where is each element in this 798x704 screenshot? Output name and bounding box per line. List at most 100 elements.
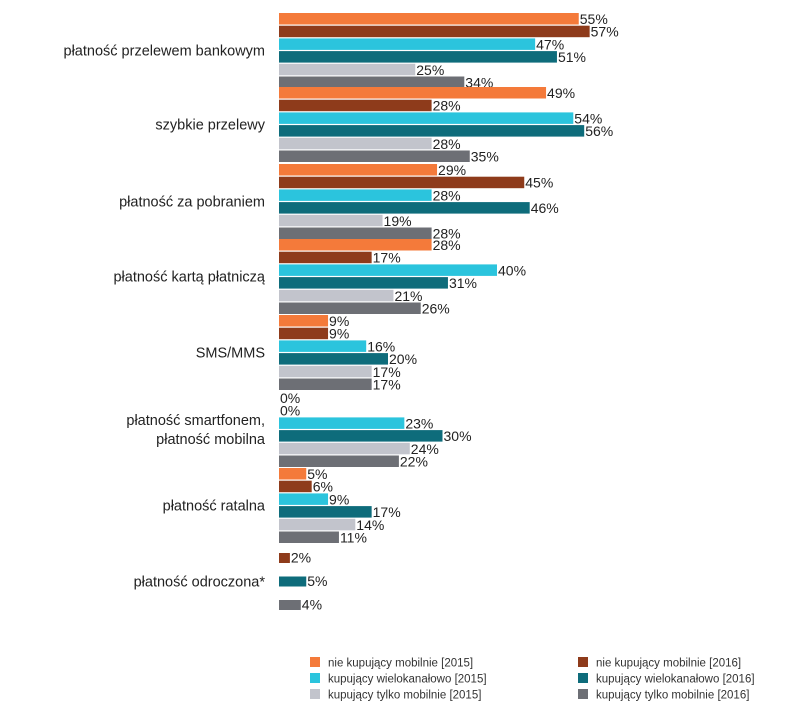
- data-label: 51%: [558, 49, 586, 65]
- bar-2-series-3: [279, 112, 574, 124]
- data-label: 22%: [400, 454, 428, 470]
- data-label: 9%: [329, 326, 349, 342]
- data-label: 0%: [280, 390, 300, 406]
- data-label: 28%: [433, 187, 461, 203]
- legend-label: kupujący tylko mobilnie [2016]: [596, 690, 749, 702]
- bar-6-series-4: [279, 430, 443, 442]
- bar-5-series-4: [279, 353, 388, 365]
- data-label: 9%: [329, 313, 349, 329]
- data-label: 49%: [547, 85, 575, 101]
- data-label: 55%: [580, 11, 608, 27]
- bar-3-series-1: [279, 164, 438, 176]
- bar-1-series-5: [279, 63, 416, 76]
- bar-4-series-5: [279, 289, 394, 302]
- legend-label: nie kupujący mobilnie [2015]: [328, 658, 473, 670]
- data-label: 6%: [313, 479, 333, 495]
- data-label: 54%: [574, 110, 602, 126]
- data-label: 26%: [422, 301, 450, 317]
- bar-7-series-5: [279, 518, 356, 531]
- bar-4-series-4: [279, 277, 448, 289]
- legend-swatch: [578, 673, 588, 683]
- bar-6-series-3: [279, 417, 405, 429]
- data-label: 5%: [307, 466, 327, 482]
- data-label: 46%: [531, 200, 559, 216]
- category-label: płatność smartfonem,: [126, 413, 265, 429]
- bar-7-series-2: [279, 480, 312, 493]
- data-label: 28%: [433, 136, 461, 152]
- bar-4-series-3: [279, 264, 497, 276]
- data-label: 4%: [302, 597, 322, 613]
- data-label: 25%: [416, 62, 444, 78]
- data-label: 35%: [471, 149, 499, 165]
- bar-3-series-2: [279, 176, 525, 189]
- legend-label: kupujący wielokanałowo [2015]: [328, 674, 487, 686]
- legend-label: kupujący tylko mobilnie [2015]: [328, 690, 481, 702]
- bar-7-series-4: [279, 506, 372, 518]
- legend-swatch: [578, 657, 588, 667]
- bar-5-series-1: [279, 315, 329, 327]
- bar-4-series-6: [279, 302, 421, 314]
- data-label: 28%: [433, 226, 461, 242]
- data-label: 11%: [340, 530, 367, 546]
- bar-5-series-6: [279, 378, 372, 390]
- data-label: 29%: [438, 162, 466, 178]
- category-label: płatność odroczona*: [134, 575, 266, 591]
- bar-8-series-2: [279, 553, 290, 563]
- bar-8-series-6: [279, 600, 301, 610]
- bar-1-series-1: [279, 13, 579, 25]
- data-label: 5%: [307, 573, 327, 589]
- data-label: 34%: [465, 75, 493, 91]
- data-label: 28%: [433, 98, 461, 114]
- data-label: 20%: [389, 351, 417, 367]
- legend-label: kupujący wielokanałowo [2016]: [596, 674, 755, 686]
- legend-swatch: [310, 673, 320, 683]
- category-label: płatność kartą płatniczą: [113, 270, 265, 286]
- bar-2-series-6: [279, 150, 470, 162]
- data-label: 16%: [367, 338, 395, 354]
- bar-3-series-6: [279, 227, 432, 239]
- bar-3-series-3: [279, 189, 432, 201]
- data-label: 28%: [433, 237, 461, 253]
- bar-4-series-2: [279, 251, 372, 264]
- bar-3-series-5: [279, 214, 383, 227]
- bar-1-series-3: [279, 38, 536, 50]
- category-label: płatność przelewem bankowym: [64, 44, 265, 60]
- bar-8-series-4: [279, 576, 307, 587]
- bar-3-series-4: [279, 202, 530, 214]
- data-label: 2%: [291, 550, 311, 566]
- bar-7-series-6: [279, 531, 339, 543]
- data-label: 21%: [394, 288, 422, 304]
- data-label: 17%: [373, 364, 401, 380]
- data-label: 45%: [525, 175, 553, 191]
- data-label: 0%: [280, 403, 300, 419]
- data-label: 9%: [329, 491, 349, 507]
- bar-2-series-2: [279, 99, 432, 112]
- category-label: szybkie przelewy: [155, 118, 265, 134]
- bar-7-series-3: [279, 493, 329, 505]
- bar-5-series-5: [279, 365, 372, 378]
- bar-6-series-5: [279, 442, 410, 455]
- bar-1-series-4: [279, 51, 557, 63]
- bar-5-series-3: [279, 340, 367, 352]
- data-label: 56%: [585, 123, 613, 139]
- category-label: płatność ratalna: [163, 499, 266, 515]
- legend-swatch: [310, 689, 320, 699]
- data-label: 17%: [373, 250, 401, 266]
- data-label: 14%: [356, 517, 384, 533]
- data-label: 30%: [444, 428, 472, 444]
- data-label: 17%: [373, 377, 401, 393]
- data-label: 57%: [591, 24, 619, 40]
- data-label: 47%: [536, 36, 564, 52]
- bar-1-series-6: [279, 76, 465, 88]
- bar-6-series-6: [279, 455, 399, 467]
- category-label: płatność mobilna: [156, 432, 266, 448]
- bar-1-series-2: [279, 25, 590, 38]
- bar-2-series-5: [279, 137, 432, 150]
- bar-4-series-1: [279, 239, 432, 251]
- data-label: 31%: [449, 275, 477, 291]
- legend-swatch: [578, 689, 588, 699]
- data-label: 40%: [498, 262, 526, 278]
- bar-2-series-4: [279, 125, 585, 137]
- data-label: 17%: [373, 504, 401, 520]
